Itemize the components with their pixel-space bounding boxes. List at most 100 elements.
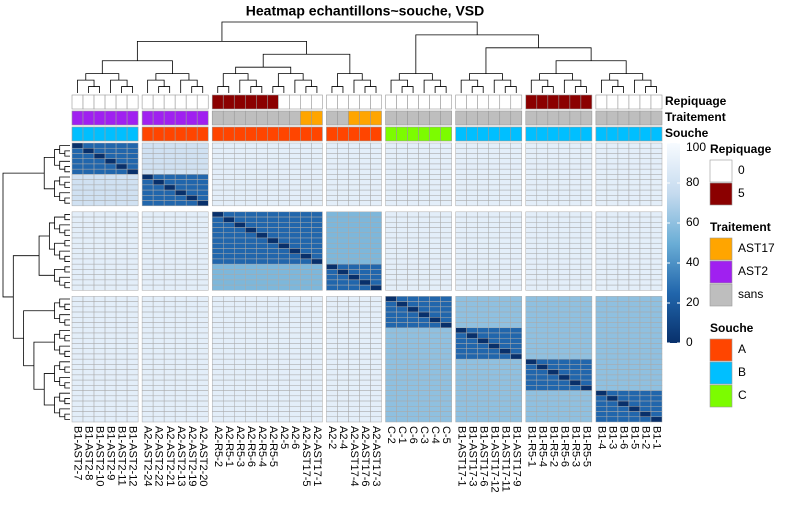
heatmap-cell — [115, 147, 128, 154]
heatmap-cell — [536, 353, 549, 360]
heatmap-cell — [385, 348, 397, 355]
heatmap-cell — [418, 274, 430, 281]
heatmap-cell — [256, 216, 268, 223]
heatmap-cell — [536, 400, 549, 407]
heatmap-cell — [569, 327, 582, 334]
heatmap-cell — [115, 385, 128, 391]
heatmap-cell — [256, 364, 268, 370]
heatmap-cell — [115, 364, 128, 370]
heatmap-cell — [488, 179, 500, 186]
heatmap-cell — [617, 374, 630, 381]
heatmap-cell — [510, 385, 523, 391]
heatmap-cell — [455, 200, 467, 207]
heatmap-cell — [289, 195, 301, 201]
heatmap-cell — [499, 195, 511, 201]
heatmap-cell — [141, 311, 154, 318]
heatmap-cell — [163, 358, 176, 365]
heatmap-cell — [547, 216, 560, 223]
heatmap-cell — [606, 332, 619, 339]
heatmap-cell — [234, 253, 246, 260]
heatmap-cell — [300, 153, 312, 159]
heatmap-cell — [174, 353, 187, 360]
heatmap-cell — [245, 343, 257, 349]
heatmap-cell — [628, 211, 641, 218]
heatmap-cell — [223, 322, 235, 329]
heatmap-cell — [429, 237, 441, 244]
heatmap-cell — [407, 269, 419, 275]
annotation-cell — [185, 94, 198, 110]
heatmap-cell — [558, 332, 571, 339]
heatmap-cell — [525, 411, 538, 418]
heatmap-cell — [278, 211, 290, 218]
heatmap-cell — [196, 248, 209, 254]
heatmap-cell — [300, 317, 312, 323]
heatmap-cell — [152, 232, 165, 239]
heatmap-cell — [547, 332, 560, 339]
heatmap-cell — [196, 179, 209, 186]
heatmap-cell — [245, 306, 257, 313]
annotation-cell — [639, 126, 652, 142]
heatmap-cell — [639, 406, 652, 412]
heatmap-cell — [359, 184, 371, 191]
heatmap-cell — [510, 147, 523, 154]
heatmap-cell — [174, 348, 187, 355]
heatmap-cell — [407, 296, 419, 302]
heatmap-cell — [82, 211, 95, 218]
heatmap-cell — [370, 327, 382, 334]
heatmap-cell — [115, 358, 128, 365]
heatmap-cell — [141, 322, 154, 329]
heatmap-cell — [278, 284, 290, 291]
heatmap-cell — [267, 269, 279, 275]
heatmap-cell — [348, 168, 360, 175]
heatmap-cell — [639, 327, 652, 334]
heatmap-cell — [163, 179, 176, 186]
heatmap-cell — [499, 258, 511, 265]
heatmap-cell — [396, 142, 408, 149]
heatmap-cell — [185, 385, 198, 391]
heatmap-cell — [628, 358, 641, 365]
heatmap-cell — [477, 327, 489, 334]
heatmap-cell — [595, 306, 608, 313]
heatmap-cell — [211, 263, 224, 270]
heatmap-cell — [256, 258, 268, 265]
heatmap-cell — [525, 232, 538, 239]
heatmap-cell — [510, 211, 523, 218]
heatmap-cell — [256, 142, 268, 149]
heatmap-cell — [466, 301, 478, 308]
heatmap-cell — [311, 163, 323, 170]
annotation-cell — [628, 94, 641, 110]
heatmap-cell — [536, 274, 549, 281]
heatmap-cell — [152, 358, 165, 365]
heatmap-cell — [580, 163, 593, 170]
heatmap-cell — [510, 200, 523, 207]
heatmap-cell — [337, 390, 349, 397]
heatmap-cell — [617, 274, 630, 281]
heatmap-cell — [370, 158, 382, 165]
heatmap-cell — [141, 263, 154, 270]
heatmap-cell — [359, 390, 371, 397]
heatmap-cell — [510, 369, 523, 376]
heatmap-cell — [650, 211, 663, 218]
heatmap-cell — [245, 400, 257, 407]
heatmap-cell — [617, 379, 630, 386]
heatmap-cell — [126, 395, 139, 402]
heatmap-cell — [174, 189, 187, 196]
heatmap-cell — [289, 369, 301, 376]
heatmap-cell — [639, 237, 652, 244]
heatmap-cell — [174, 279, 187, 286]
heatmap-cell — [547, 327, 560, 334]
heatmap-cell — [185, 343, 198, 349]
heatmap-cell — [289, 142, 301, 149]
heatmap-cell — [267, 242, 279, 249]
column-label: B1-AST2-11 — [116, 426, 128, 486]
heatmap-cell — [289, 216, 301, 223]
heatmap-cell — [326, 274, 338, 281]
heatmap-cell — [359, 301, 371, 308]
heatmap-cell — [174, 322, 187, 329]
heatmap-cell — [300, 142, 312, 149]
heatmap-cell — [185, 279, 198, 286]
annotation-cell — [407, 110, 419, 126]
heatmap-cell — [126, 258, 139, 265]
heatmap-cell — [617, 317, 630, 323]
heatmap-cell — [466, 200, 478, 207]
